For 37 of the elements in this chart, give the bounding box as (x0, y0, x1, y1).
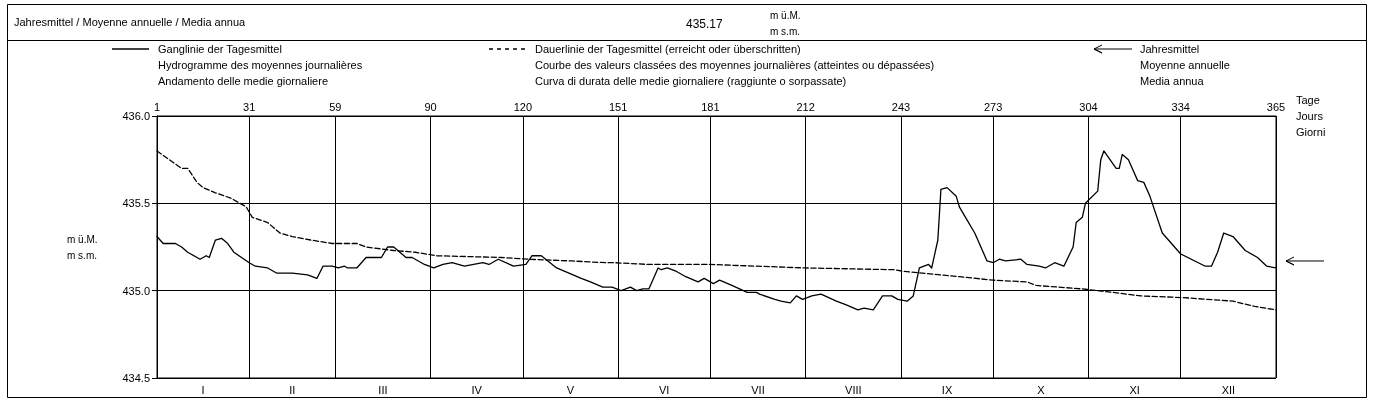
x-tick-label: 1 (153, 100, 161, 113)
x-tick-label: 243 (891, 100, 911, 113)
text: m ü.M. m s.m. (770, 9, 801, 37)
text: Jahresmittel / Moyenne annuelle / Media annua (14, 16, 247, 28)
x-tick-label: 181 (701, 100, 720, 113)
text: X (1037, 384, 1046, 396)
y-tick-label: 435.0 (122, 284, 150, 297)
text: XII (1221, 384, 1236, 396)
text: VI (659, 384, 670, 396)
text: II (289, 384, 296, 396)
text: Jahresmittel Moyenne annuelle Media annua (1140, 43, 1230, 87)
x-tick-label: 151 (608, 100, 628, 113)
legend-label: Ganglinie der Tagesmittel Hydrogramme des moyennes journalières Andamento delle medie giornaliere (158, 43, 363, 87)
x-tick-label: 31 (243, 100, 256, 113)
legend-label: Dauerlinie der Tagesmittel (erreicht oder überschritten) Courbe des valeurs classées des moyennes journalières (atteintes ou dépassées) Curva di durata delle medie giornaliere (raggiunte o sorpassate) (535, 43, 935, 87)
x-axis-title: Tage Jours Giorni (1296, 94, 1326, 138)
text: V (566, 384, 575, 396)
x-tick-label: 90 (424, 100, 437, 113)
text: IV (471, 384, 483, 396)
x-tick-label: 365 (1266, 100, 1286, 113)
y-tick-label: 434.5 (122, 372, 150, 384)
text: III (378, 384, 388, 396)
x-tick-label: 59 (329, 100, 342, 113)
text: VIII (845, 384, 862, 396)
y-tick-label: 436.0 (122, 110, 150, 122)
y-axis-title: m ü.M. m s.m. (67, 233, 98, 261)
text: XI (1129, 384, 1140, 396)
x-tick-label: 334 (1171, 100, 1190, 113)
text: IX (941, 384, 953, 396)
x-tick-label: 273 (984, 100, 1003, 113)
x-tick-label: 212 (796, 100, 815, 113)
text: 435.17 (686, 17, 724, 31)
x-tick-label: 304 (1079, 100, 1098, 113)
y-tick-label: 435.5 (122, 197, 150, 210)
x-tick-label: 120 (513, 100, 533, 113)
text: I (201, 384, 205, 396)
text: VII (751, 384, 765, 396)
